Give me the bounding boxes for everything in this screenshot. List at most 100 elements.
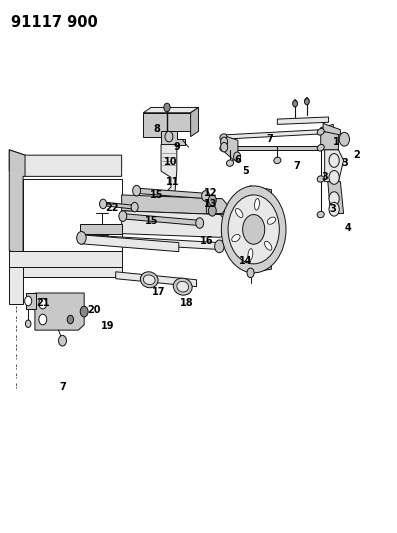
Polygon shape (323, 123, 340, 135)
Polygon shape (222, 135, 238, 160)
Text: 7: 7 (59, 382, 66, 392)
Ellipse shape (141, 272, 158, 288)
Polygon shape (321, 124, 333, 133)
Polygon shape (222, 130, 321, 139)
Circle shape (329, 203, 339, 216)
Circle shape (221, 137, 227, 147)
Polygon shape (161, 144, 177, 199)
Polygon shape (26, 293, 36, 309)
Ellipse shape (248, 249, 253, 260)
Ellipse shape (220, 144, 227, 151)
Circle shape (243, 215, 265, 244)
Polygon shape (278, 117, 329, 124)
Text: 17: 17 (152, 287, 166, 297)
Circle shape (208, 195, 216, 206)
Ellipse shape (232, 235, 240, 241)
Polygon shape (9, 150, 121, 176)
Polygon shape (121, 211, 234, 237)
Text: 8: 8 (154, 124, 160, 134)
Polygon shape (325, 150, 343, 182)
Polygon shape (35, 293, 84, 330)
Polygon shape (222, 146, 321, 150)
Text: 3: 3 (329, 204, 336, 214)
Circle shape (25, 296, 32, 306)
Ellipse shape (173, 278, 192, 295)
Circle shape (228, 195, 279, 264)
Circle shape (339, 132, 349, 146)
Polygon shape (250, 186, 272, 273)
Polygon shape (116, 272, 197, 287)
Polygon shape (80, 235, 179, 252)
Polygon shape (80, 235, 220, 249)
Polygon shape (161, 131, 185, 144)
Text: 21: 21 (36, 297, 50, 308)
Text: 5: 5 (243, 166, 249, 176)
Circle shape (67, 316, 73, 324)
Circle shape (304, 99, 309, 105)
Text: 7: 7 (266, 134, 273, 144)
Polygon shape (121, 214, 200, 225)
Circle shape (58, 335, 66, 346)
Circle shape (100, 199, 107, 209)
Text: 19: 19 (101, 321, 115, 331)
Text: 10: 10 (164, 157, 177, 166)
Ellipse shape (220, 134, 227, 140)
Text: 13: 13 (204, 199, 217, 209)
Text: 12: 12 (204, 188, 217, 198)
Polygon shape (9, 150, 25, 256)
Text: 18: 18 (180, 297, 193, 308)
Text: 3: 3 (341, 158, 348, 168)
Text: 2: 2 (353, 150, 360, 160)
Circle shape (164, 103, 170, 112)
Circle shape (329, 171, 339, 184)
Circle shape (222, 186, 286, 273)
Text: 11: 11 (166, 176, 179, 187)
Circle shape (221, 142, 227, 152)
Ellipse shape (317, 144, 324, 151)
Polygon shape (23, 179, 121, 251)
Ellipse shape (143, 275, 155, 285)
Text: 4: 4 (345, 223, 352, 233)
Text: 14: 14 (239, 256, 252, 266)
Polygon shape (80, 224, 121, 233)
Polygon shape (135, 188, 206, 199)
Ellipse shape (264, 241, 272, 250)
Polygon shape (9, 251, 121, 266)
Circle shape (247, 268, 254, 278)
Text: 1: 1 (333, 137, 340, 147)
Ellipse shape (267, 217, 276, 224)
Circle shape (77, 231, 86, 244)
Circle shape (215, 240, 224, 253)
Polygon shape (23, 266, 121, 277)
Polygon shape (143, 108, 198, 113)
Circle shape (165, 131, 173, 142)
Circle shape (202, 191, 210, 201)
Text: 7: 7 (294, 161, 301, 171)
Ellipse shape (274, 157, 281, 164)
Circle shape (208, 206, 216, 216)
Text: 91117 900: 91117 900 (11, 14, 98, 30)
Text: 20: 20 (87, 305, 101, 315)
Polygon shape (143, 113, 191, 136)
Circle shape (293, 101, 297, 107)
Ellipse shape (317, 212, 324, 218)
Ellipse shape (177, 281, 189, 292)
Circle shape (329, 154, 339, 167)
Text: 3: 3 (321, 172, 328, 182)
Polygon shape (121, 195, 234, 215)
Text: 6: 6 (235, 156, 241, 165)
Circle shape (131, 203, 138, 212)
Ellipse shape (227, 160, 233, 166)
Text: 15: 15 (150, 190, 164, 200)
Circle shape (329, 192, 339, 206)
Polygon shape (191, 108, 198, 136)
Circle shape (25, 320, 31, 327)
Ellipse shape (317, 128, 324, 135)
Circle shape (80, 306, 88, 317)
Text: 22: 22 (105, 203, 119, 213)
Ellipse shape (235, 208, 243, 217)
Polygon shape (328, 182, 343, 214)
Circle shape (233, 152, 241, 161)
Text: 9: 9 (173, 142, 180, 152)
Polygon shape (206, 199, 228, 214)
